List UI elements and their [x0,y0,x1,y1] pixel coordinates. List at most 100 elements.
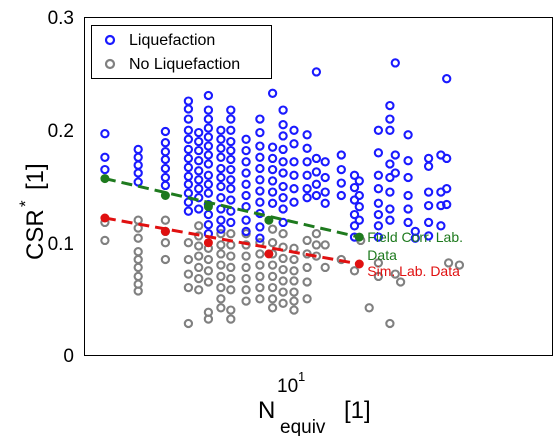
liquefaction-point [423,187,434,197]
liquefaction-point [311,153,322,164]
no-liquefaction-point [289,296,299,306]
liquefaction-point [203,105,214,115]
liquefaction-point [267,88,278,98]
no-liquefaction-point [278,242,288,252]
liquefaction-point [390,150,400,160]
liquefaction-point [373,232,384,242]
liquefaction-point [226,154,236,165]
no-liquefaction-point [349,266,360,276]
liquefaction-point [403,130,413,140]
liquefaction-point [241,134,251,144]
liquefaction-point [255,233,265,243]
liquefaction-point [278,193,288,203]
liquefaction-point [289,184,299,194]
liquefaction-point [336,178,346,188]
liquefaction-point [255,197,265,207]
no-liquefaction-point [216,260,226,270]
field-corr-fit-marker [264,215,274,225]
no-liquefaction-point [133,223,143,233]
liquefaction-point [423,161,434,171]
x-axis: 10 1 [277,369,305,397]
liquefaction-point [183,162,194,173]
liquefaction-point [336,164,346,175]
liquefaction-point [203,150,214,160]
no-liquefaction-point [241,251,251,261]
liquefaction-point [385,125,395,135]
liquefaction-point [267,142,278,152]
liquefaction-point [278,105,288,115]
liquefaction-point [289,139,299,149]
no-liquefaction-point [267,294,278,304]
liquefaction-point [203,179,214,189]
no-liquefaction-point [203,277,214,287]
liquefaction-point [226,175,236,185]
no-liquefaction-point [302,262,312,273]
liquefaction-point [203,123,214,133]
liquefaction-point [194,166,204,176]
liquefaction-point [436,200,446,211]
no-liquefaction-point [385,318,395,329]
liquefaction-point [100,129,110,139]
liquefaction-point [385,204,395,214]
liquefaction-point [160,138,171,148]
liquefaction-point [278,157,288,167]
legend-label-no-liquefaction: No Liquefaction [129,56,240,73]
no-liquefaction-point [302,235,312,246]
liquefaction-point [349,195,360,205]
no-liquefaction-point [289,254,299,265]
liquefaction-point [194,127,204,138]
liquefaction-point [354,176,364,186]
sim-lab-fit-marker [203,238,213,248]
no-liquefaction-point [289,266,299,276]
liquefaction-point [390,58,400,68]
liquefaction-point [302,157,312,167]
liquefaction-point [216,172,226,183]
liquefaction-point [349,209,360,220]
y-axis: 0 0.1 0.2 0.3 [48,8,74,367]
liquefaction-point [302,130,312,140]
liquefaction-point [183,125,194,135]
fit-lines-layer [100,174,364,269]
no-liquefaction-point [133,262,143,273]
no-liquefaction-point [278,253,288,264]
field-corr-fit-marker [100,174,110,184]
liquefaction-point [373,198,384,208]
liquefaction-point [226,114,236,124]
liquefaction-point [216,143,226,153]
liquefaction-point [278,217,288,228]
no-liquefaction-point [320,240,330,250]
annotation-0: Field Corr. Lab. [367,229,463,245]
liquefaction-point [183,104,194,114]
no-liquefaction-point [278,229,288,239]
liquefaction-point [203,220,214,230]
field-corr-fit-line [104,177,360,239]
liquefaction-point [216,134,226,144]
liquefaction-point [216,152,226,162]
liquefaction-point [194,175,204,185]
no-liquefaction-point [216,294,226,304]
liquefaction-point [385,114,395,124]
liquefaction-point [216,125,226,135]
liquefaction-point [278,131,288,141]
no-liquefaction-point [194,241,204,251]
liquefaction-point [203,170,214,180]
liquefaction-point [241,226,251,237]
no-liquefaction-point [241,240,251,250]
no-liquefaction-point [267,260,278,270]
liquefaction-point [203,114,214,124]
no-liquefaction-point [194,251,204,261]
liquefaction-point [226,136,236,147]
liquefaction-point [349,170,360,180]
no-liquefaction-point [133,233,143,243]
liquefaction-point [373,221,384,231]
no-liquefaction-point [194,273,204,284]
no-liquefaction-point [216,303,226,313]
no-liquefaction-point [226,262,236,273]
no-liquefaction-point [267,224,278,234]
liquefaction-point [183,179,194,189]
liquefaction-point [354,190,364,201]
liquefaction-point [403,190,413,201]
liquefaction-point [442,153,452,164]
points-layer [100,58,465,329]
